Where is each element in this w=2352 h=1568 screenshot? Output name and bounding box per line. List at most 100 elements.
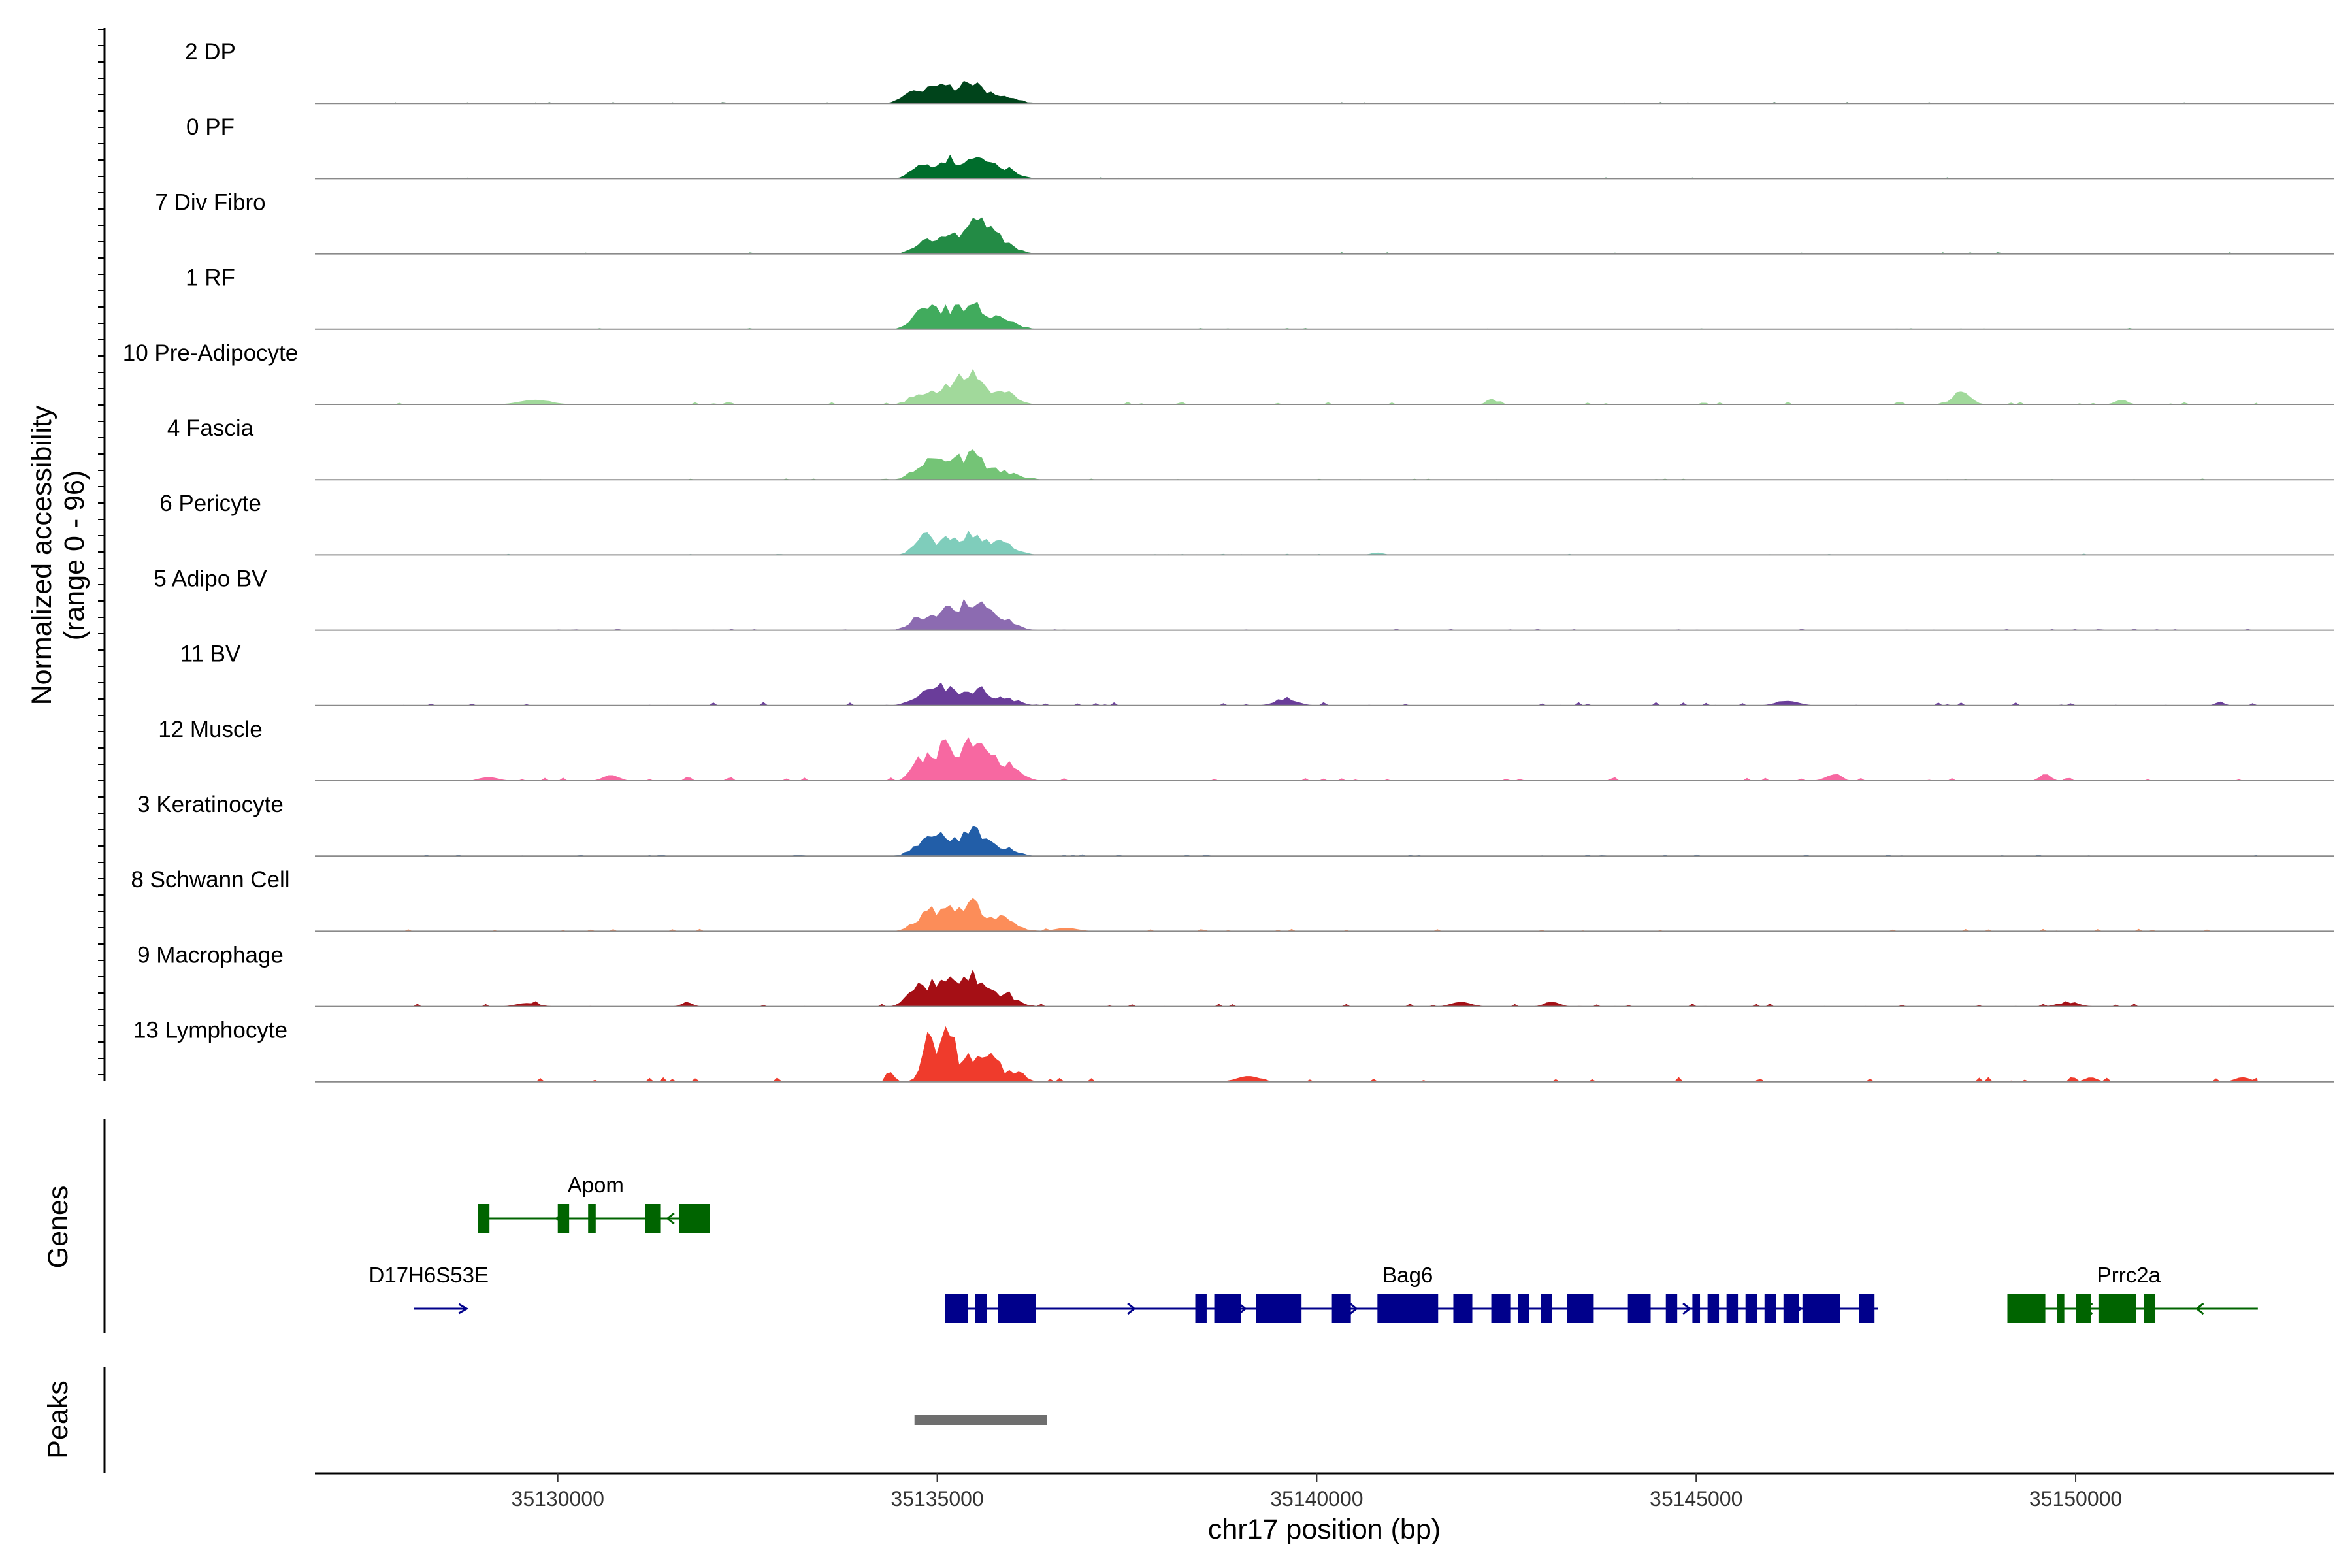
peaks-panel-title: Peaks bbox=[42, 1380, 74, 1459]
gene-exon bbox=[2144, 1294, 2156, 1323]
track-8-schwann-cell: 8 Schwann Cell bbox=[131, 867, 2334, 932]
track-label: 2 DP bbox=[185, 39, 236, 65]
gene-exon bbox=[1195, 1294, 1207, 1323]
gene-exon bbox=[998, 1294, 1036, 1323]
gene-exon bbox=[679, 1204, 710, 1233]
strand-arrow bbox=[666, 1212, 675, 1225]
coverage-area bbox=[395, 737, 2258, 781]
strand-arrow bbox=[1127, 1302, 1136, 1315]
gene-exon bbox=[1764, 1294, 1776, 1323]
coverage-area bbox=[395, 531, 2258, 555]
track-4-fascia: 4 Fascia bbox=[167, 416, 2334, 481]
gene-exon bbox=[1692, 1294, 1701, 1323]
track-0-pf: 0 PF bbox=[186, 114, 2334, 180]
gene-exon bbox=[1331, 1294, 1351, 1323]
gene-exon bbox=[1453, 1294, 1473, 1323]
track-label: 6 Pericyte bbox=[159, 491, 261, 516]
coverage-area bbox=[395, 826, 2258, 857]
track-3-keratinocyte: 3 Keratinocyte bbox=[137, 792, 2334, 857]
strand-arrow bbox=[1349, 1302, 1358, 1315]
gene-exon bbox=[1518, 1294, 1529, 1323]
track-label: 13 Lymphocyte bbox=[133, 1018, 287, 1043]
gene-exon bbox=[1541, 1294, 1552, 1323]
track-2-dp: 2 DP bbox=[185, 39, 2334, 105]
track-13-lymphocyte: 13 Lymphocyte bbox=[133, 1018, 2334, 1083]
x-tick-label: 35150000 bbox=[2029, 1487, 2122, 1511]
gene-label: Bag6 bbox=[1382, 1263, 1433, 1287]
gene-exon bbox=[1783, 1294, 1799, 1323]
strand-arrow bbox=[2195, 1302, 2204, 1315]
coverage-area bbox=[395, 217, 2258, 254]
gene-label: Prrc2a bbox=[2097, 1263, 2161, 1287]
gene-exon bbox=[2056, 1294, 2065, 1323]
track-label: 7 Div Fibro bbox=[155, 189, 265, 215]
gene-exon bbox=[645, 1204, 661, 1233]
gene-apom: Apom bbox=[478, 1173, 710, 1233]
track-label: 4 Fascia bbox=[167, 416, 254, 441]
gene-exon bbox=[975, 1294, 987, 1323]
peak-region-bar bbox=[914, 1415, 1047, 1425]
genes-panel-title: Genes bbox=[42, 1186, 74, 1269]
gene-exon bbox=[588, 1204, 596, 1233]
peaks-panel bbox=[914, 1415, 1047, 1425]
track-label: 8 Schwann Cell bbox=[131, 867, 289, 892]
gene-exon bbox=[1726, 1294, 1739, 1323]
track-1-rf: 1 RF bbox=[186, 265, 2334, 330]
gene-exon bbox=[2007, 1294, 2046, 1323]
gene-exon bbox=[1377, 1294, 1439, 1323]
track-label: 10 Pre-Adipocyte bbox=[123, 340, 298, 366]
track-6-pericyte: 6 Pericyte bbox=[159, 491, 2334, 556]
y-axis-title: Normalized accessibility bbox=[26, 405, 57, 705]
gene-exon bbox=[1802, 1294, 1840, 1323]
gene-prrc2a: Prrc2a bbox=[2007, 1263, 2258, 1323]
x-tick-label: 35145000 bbox=[1650, 1487, 1742, 1511]
x-tick-label: 35140000 bbox=[1270, 1487, 1363, 1511]
track-12-muscle: 12 Muscle bbox=[158, 717, 2334, 781]
track-label: 1 RF bbox=[186, 265, 235, 291]
gene-exon bbox=[2098, 1294, 2136, 1323]
coverage-area bbox=[395, 154, 2258, 179]
coverage-y-axis bbox=[98, 28, 106, 1081]
gene-exon bbox=[1627, 1294, 1651, 1323]
gene-exon bbox=[1214, 1294, 1241, 1323]
gene-exon bbox=[1859, 1294, 1875, 1323]
gene-exon bbox=[1745, 1294, 1757, 1323]
track-9-macrophage: 9 Macrophage bbox=[137, 942, 2334, 1007]
gene-d17h6s53e: D17H6S53E bbox=[369, 1263, 489, 1315]
genes-panel: Apom D17H6S53E Bag6 Prrc2a bbox=[369, 1173, 2258, 1323]
gene-exon bbox=[1256, 1294, 1302, 1323]
gene-exon bbox=[1567, 1294, 1594, 1323]
coverage-area bbox=[395, 449, 2258, 480]
track-label: 0 PF bbox=[186, 114, 235, 140]
gene-exon bbox=[557, 1204, 570, 1233]
gene-exon bbox=[478, 1204, 490, 1233]
track-label: 9 Macrophage bbox=[137, 942, 284, 968]
coverage-tracks: 2 DP 0 PF 7 Div Fibro 1 RF 10 Pre-Adipocyte 4… bbox=[123, 39, 2334, 1083]
strand-arrow bbox=[1682, 1302, 1691, 1315]
coverage-area bbox=[395, 368, 2258, 404]
track-7-div-fibro: 7 Div Fibro bbox=[155, 189, 2334, 255]
coverage-area bbox=[395, 969, 2258, 1007]
track-10-pre-adipocyte: 10 Pre-Adipocyte bbox=[123, 340, 2334, 405]
y-axis-range-label: (range 0 - 96) bbox=[59, 470, 90, 641]
x-tick-label: 35130000 bbox=[512, 1487, 604, 1511]
track-label: 11 BV bbox=[180, 642, 241, 667]
track-label: 3 Keratinocyte bbox=[137, 792, 284, 817]
gene-exon bbox=[1491, 1294, 1511, 1323]
track-11-bv: 11 BV bbox=[180, 642, 2334, 706]
gene-exon bbox=[1665, 1294, 1678, 1323]
track-label: 12 Muscle bbox=[158, 717, 263, 742]
coverage-area bbox=[395, 682, 2258, 706]
gene-label: D17H6S53E bbox=[369, 1263, 489, 1287]
track-label: 5 Adipo BV bbox=[154, 566, 267, 591]
gene-exon bbox=[2076, 1294, 2091, 1323]
gene-exon bbox=[1707, 1294, 1720, 1323]
gene-exon bbox=[945, 1294, 968, 1323]
coverage-area bbox=[395, 1026, 2258, 1082]
gene-label: Apom bbox=[568, 1173, 624, 1197]
gene-bag6: Bag6 bbox=[945, 1263, 1879, 1323]
coverage-area bbox=[395, 898, 2258, 932]
strand-arrow bbox=[1238, 1302, 1247, 1315]
coverage-area bbox=[395, 302, 2258, 329]
